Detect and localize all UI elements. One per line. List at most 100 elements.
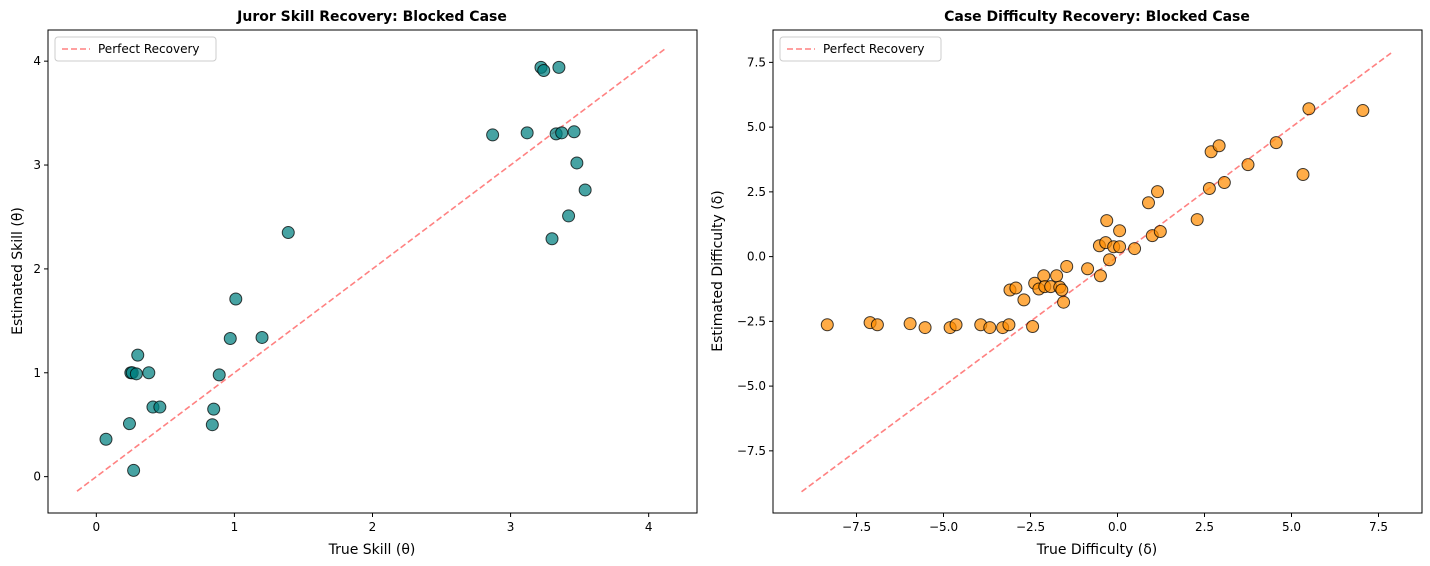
data-point bbox=[1241, 158, 1255, 172]
chart-title: Juror Skill Recovery: Blocked Case bbox=[236, 9, 507, 25]
y-tick-label: 2.5 bbox=[747, 185, 766, 199]
data-point bbox=[1002, 318, 1016, 332]
plot-area bbox=[48, 30, 697, 513]
data-point bbox=[1026, 320, 1040, 334]
x-tick-label: 5.0 bbox=[1282, 520, 1301, 534]
data-point bbox=[1060, 259, 1074, 273]
x-tick-label: 3 bbox=[507, 520, 515, 534]
x-tick-label: −5.0 bbox=[929, 520, 958, 534]
chart-title: Case Difficulty Recovery: Blocked Case bbox=[944, 9, 1250, 25]
data-point bbox=[918, 321, 932, 335]
legend: Perfect Recovery bbox=[779, 36, 942, 62]
data-point bbox=[903, 317, 917, 331]
data-point bbox=[1103, 253, 1117, 267]
data-point bbox=[127, 463, 141, 477]
y-tick-label: −2.5 bbox=[737, 314, 766, 328]
data-point bbox=[1093, 269, 1107, 283]
data-point bbox=[1202, 181, 1216, 195]
data-point bbox=[578, 183, 592, 197]
data-point bbox=[212, 368, 226, 382]
data-point bbox=[131, 348, 145, 362]
y-axis-label: Estimated Difficulty (δ) bbox=[710, 190, 726, 352]
data-point bbox=[545, 232, 559, 246]
x-tick-label: −7.5 bbox=[842, 520, 871, 534]
axes-frame bbox=[772, 29, 1423, 514]
juror-skill-panel: Juror Skill Recovery: Blocked Case True … bbox=[10, 9, 698, 558]
data-point bbox=[1212, 139, 1226, 153]
data-point bbox=[1151, 185, 1165, 199]
data-point bbox=[555, 126, 569, 140]
perfect-recovery-line bbox=[76, 47, 668, 492]
data-point bbox=[486, 128, 500, 142]
data-point bbox=[820, 318, 834, 332]
data-point bbox=[223, 331, 237, 345]
data-point bbox=[1050, 269, 1064, 283]
data-point bbox=[1190, 213, 1204, 227]
data-point bbox=[1141, 196, 1155, 210]
legend-box bbox=[779, 36, 942, 62]
x-tick-label: 0.0 bbox=[1108, 520, 1127, 534]
data-point bbox=[129, 367, 143, 381]
y-tick-label: −5.0 bbox=[737, 379, 766, 393]
y-tick-label: 2 bbox=[33, 262, 41, 276]
legend-label: Perfect Recovery bbox=[823, 42, 925, 56]
data-point bbox=[1057, 295, 1071, 309]
x-tick-label: 4 bbox=[645, 520, 653, 534]
x-tick-label: 2 bbox=[369, 520, 377, 534]
data-point bbox=[537, 64, 551, 78]
y-tick-label: −7.5 bbox=[737, 444, 766, 458]
y-tick-label: 7.5 bbox=[747, 55, 766, 69]
legend-label: Perfect Recovery bbox=[98, 42, 200, 56]
x-axis-label: True Difficulty (δ) bbox=[1036, 542, 1158, 558]
legend: Perfect Recovery bbox=[54, 36, 217, 62]
data-point bbox=[142, 366, 156, 380]
y-tick-label: 3 bbox=[33, 158, 41, 172]
data-point bbox=[255, 330, 269, 344]
data-point bbox=[122, 417, 136, 431]
data-point bbox=[1081, 262, 1095, 276]
data-point bbox=[1100, 214, 1114, 228]
legend-box bbox=[54, 36, 217, 62]
data-point bbox=[1296, 168, 1310, 182]
data-point bbox=[1302, 102, 1316, 116]
data-point bbox=[1009, 281, 1023, 295]
data-point bbox=[570, 156, 584, 170]
data-point bbox=[552, 60, 566, 74]
data-point bbox=[520, 126, 534, 140]
data-point bbox=[153, 400, 167, 414]
data-point bbox=[205, 418, 219, 432]
data-point bbox=[983, 321, 997, 335]
y-tick-label: 0.0 bbox=[747, 250, 766, 264]
data-point bbox=[949, 318, 963, 332]
y-axis-label: Estimated Skill (θ) bbox=[10, 207, 26, 335]
data-point bbox=[1037, 269, 1051, 283]
perfect-recovery-line bbox=[801, 52, 1392, 493]
data-point bbox=[207, 402, 221, 416]
data-point bbox=[562, 209, 576, 223]
data-point bbox=[281, 226, 295, 240]
data-point bbox=[99, 432, 113, 446]
data-point bbox=[229, 292, 243, 306]
x-tick-label: 2.5 bbox=[1195, 520, 1214, 534]
data-point bbox=[1153, 224, 1167, 238]
data-point bbox=[567, 125, 581, 139]
data-point bbox=[1128, 242, 1142, 256]
data-point bbox=[1217, 176, 1231, 190]
x-axis-label: True Skill (θ) bbox=[328, 542, 416, 558]
data-point bbox=[1356, 104, 1370, 118]
data-point bbox=[1017, 293, 1031, 307]
y-tick-label: 1 bbox=[33, 366, 41, 380]
data-point bbox=[1269, 136, 1283, 150]
data-point bbox=[1055, 283, 1069, 297]
data-point bbox=[1113, 240, 1127, 254]
data-point bbox=[1113, 224, 1127, 238]
x-tick-label: 0 bbox=[93, 520, 101, 534]
x-tick-label: −2.5 bbox=[1016, 520, 1045, 534]
data-point bbox=[870, 318, 884, 332]
x-tick-label: 7.5 bbox=[1369, 520, 1388, 534]
y-tick-label: 5.0 bbox=[747, 120, 766, 134]
case-difficulty-panel: Case Difficulty Recovery: Blocked Case T… bbox=[710, 9, 1423, 558]
y-tick-label: 0 bbox=[33, 470, 41, 484]
x-tick-label: 1 bbox=[231, 520, 239, 534]
